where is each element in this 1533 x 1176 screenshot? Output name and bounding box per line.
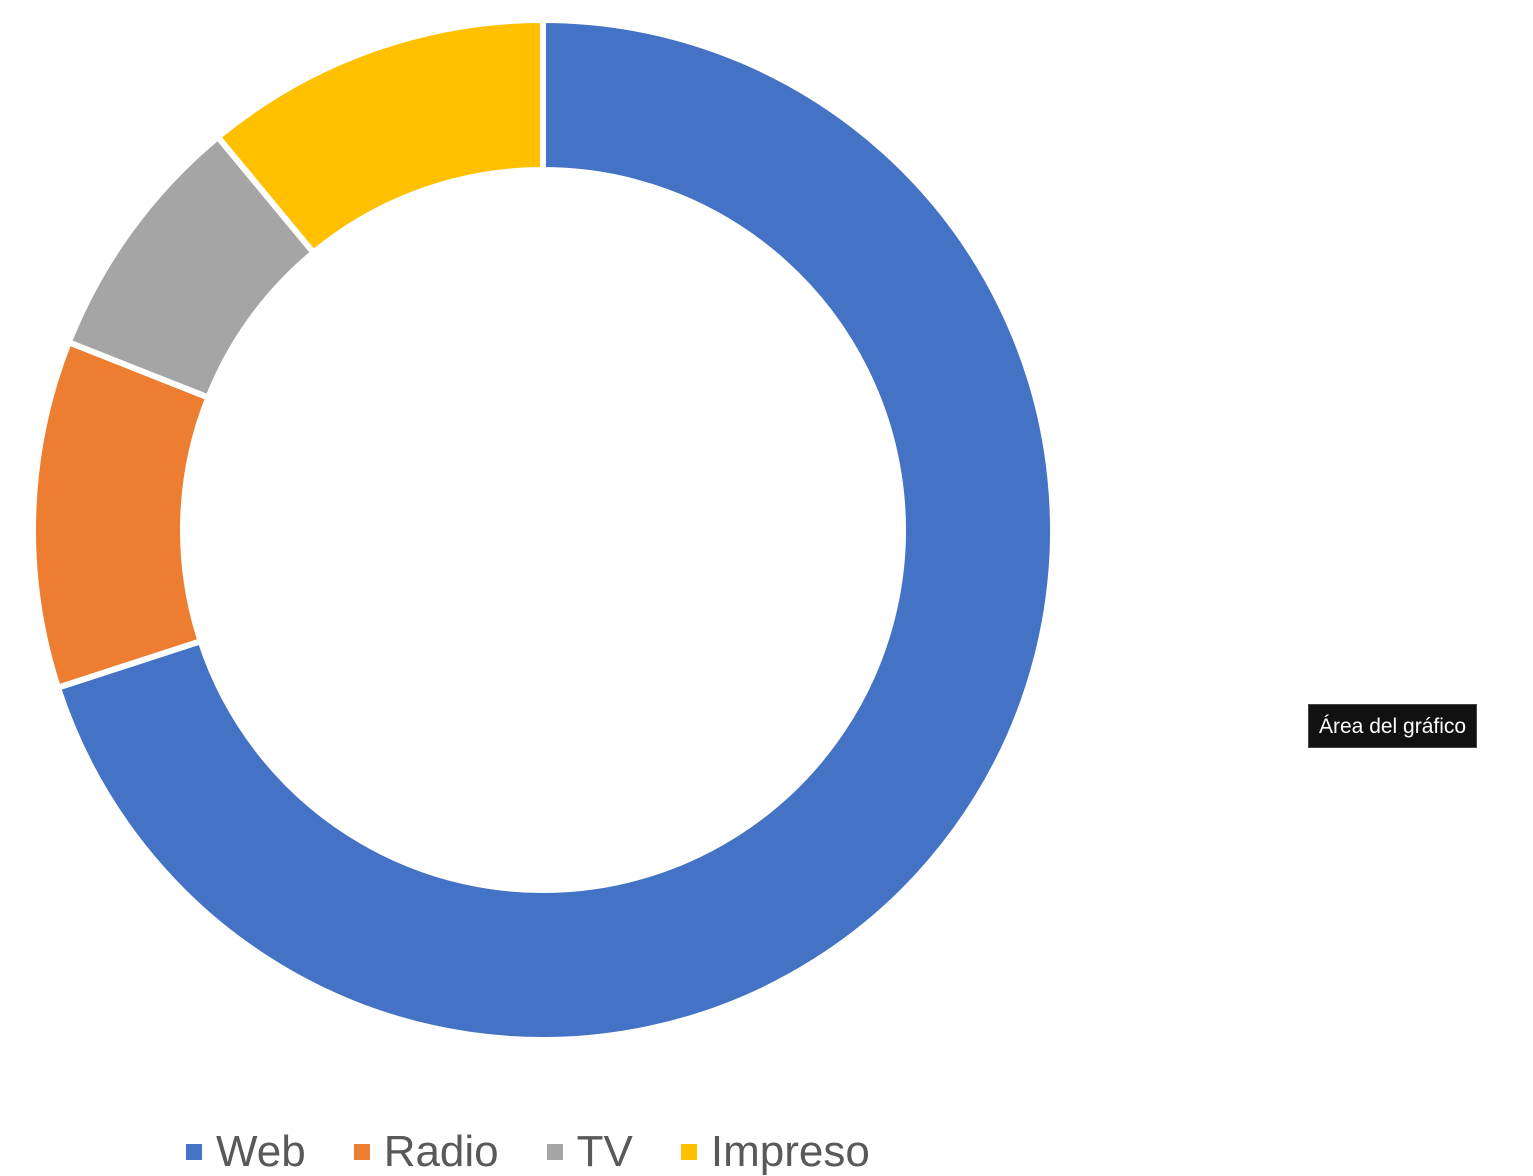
donut-slice-web[interactable] [54,16,1056,1043]
legend-label: Radio [383,1127,499,1176]
legend-label: Web [216,1127,306,1176]
legend-item-tv[interactable]: TV [546,1127,633,1176]
chart-legend[interactable]: Web Radio TV Impreso [186,1128,918,1176]
legend-item-impreso[interactable]: Impreso [680,1127,870,1176]
chart-area-tooltip: Área del gráfico [1308,704,1478,748]
donut-slice-radio[interactable] [30,338,213,692]
donut-slices [30,16,1056,1043]
legend-item-web[interactable]: Web [186,1128,306,1176]
legend-swatch [546,1144,563,1160]
donut-slice-impreso[interactable] [213,16,546,257]
legend-label: Impreso [710,1127,870,1176]
legend-label: TV [576,1127,633,1176]
legend-swatch [186,1144,202,1160]
legend-item-radio[interactable]: Radio [353,1127,499,1176]
legend-swatch [353,1144,370,1160]
legend-swatch [680,1144,697,1160]
